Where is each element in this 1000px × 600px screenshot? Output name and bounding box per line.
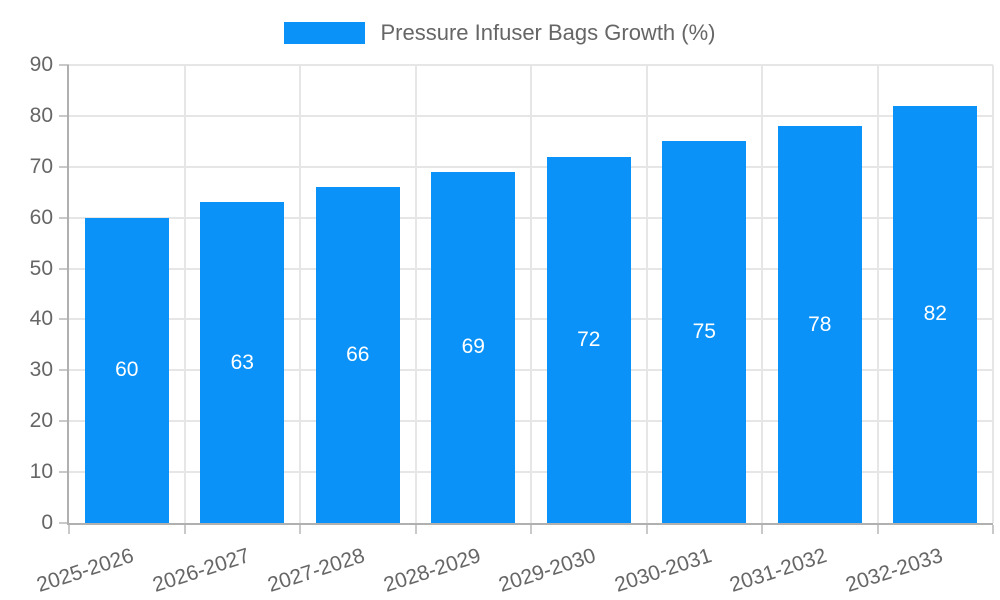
x-tick-label: 2025-2026 bbox=[34, 544, 137, 597]
bar bbox=[315, 187, 400, 523]
x-tick bbox=[530, 525, 532, 534]
y-tick-label: 30 bbox=[29, 358, 53, 382]
y-axis-line bbox=[67, 65, 69, 523]
legend[interactable]: Pressure Infuser Bags Growth (%) bbox=[0, 22, 1000, 44]
x-gridline bbox=[992, 65, 994, 523]
bar bbox=[431, 171, 516, 523]
y-tick bbox=[59, 216, 69, 219]
x-gridline bbox=[645, 65, 648, 523]
x-gridline bbox=[876, 65, 879, 523]
x-tick bbox=[992, 525, 994, 534]
y-tick bbox=[59, 522, 69, 524]
y-tick-label: 60 bbox=[29, 205, 53, 229]
y-tick bbox=[59, 318, 69, 321]
y-tick bbox=[59, 165, 69, 168]
y-tick bbox=[59, 114, 69, 117]
bar bbox=[893, 105, 978, 523]
bar-value-label: 72 bbox=[577, 327, 601, 351]
x-gridline bbox=[530, 65, 532, 523]
x-tick bbox=[414, 525, 417, 534]
x-tick-label: 2026-2027 bbox=[149, 544, 253, 597]
y-tick bbox=[59, 369, 69, 372]
y-tick bbox=[59, 420, 69, 423]
x-gridline bbox=[299, 65, 301, 523]
y-tick-label: 40 bbox=[29, 307, 53, 331]
y-tick-label: 50 bbox=[29, 256, 53, 280]
bar bbox=[200, 202, 285, 523]
y-tick-label: 10 bbox=[29, 460, 53, 484]
x-tick bbox=[645, 525, 648, 534]
bar bbox=[546, 156, 631, 523]
bar bbox=[84, 217, 169, 523]
x-tick bbox=[299, 525, 301, 534]
x-gridline bbox=[414, 65, 417, 523]
x-tick bbox=[68, 525, 70, 534]
legend-label: Pressure Infuser Bags Growth (%) bbox=[380, 20, 716, 45]
x-axis-line bbox=[67, 523, 993, 525]
x-tick-label: 2029-2030 bbox=[496, 544, 599, 597]
bar bbox=[777, 126, 862, 523]
x-tick-label: 2031-2032 bbox=[727, 544, 830, 597]
y-tick-label: 90 bbox=[29, 53, 53, 76]
legend-swatch bbox=[284, 22, 366, 44]
x-gridline bbox=[761, 65, 763, 523]
bar-value-label: 78 bbox=[808, 312, 832, 336]
x-gridline bbox=[183, 65, 186, 523]
bar-value-label: 69 bbox=[461, 335, 485, 359]
x-tick bbox=[876, 525, 879, 534]
y-tick bbox=[59, 471, 69, 474]
x-tick bbox=[761, 525, 763, 534]
x-tick-label: 2032-2033 bbox=[842, 544, 946, 597]
bar-value-label: 60 bbox=[115, 358, 139, 382]
bar-value-label: 75 bbox=[692, 320, 716, 344]
bar-value-label: 63 bbox=[230, 350, 254, 374]
bar-value-label: 82 bbox=[923, 302, 947, 326]
y-tick-label: 0 bbox=[41, 511, 53, 534]
x-tick-label: 2030-2031 bbox=[611, 544, 715, 597]
bar bbox=[662, 141, 747, 523]
x-tick-label: 2028-2029 bbox=[380, 544, 484, 597]
y-tick bbox=[59, 64, 69, 66]
x-tick bbox=[183, 525, 186, 534]
bar-value-label: 66 bbox=[346, 343, 370, 367]
x-tick-label: 2027-2028 bbox=[265, 544, 368, 597]
y-tick-label: 70 bbox=[29, 154, 53, 178]
y-tick bbox=[59, 267, 69, 270]
y-tick-label: 20 bbox=[29, 409, 53, 433]
y-tick-label: 80 bbox=[29, 103, 53, 127]
